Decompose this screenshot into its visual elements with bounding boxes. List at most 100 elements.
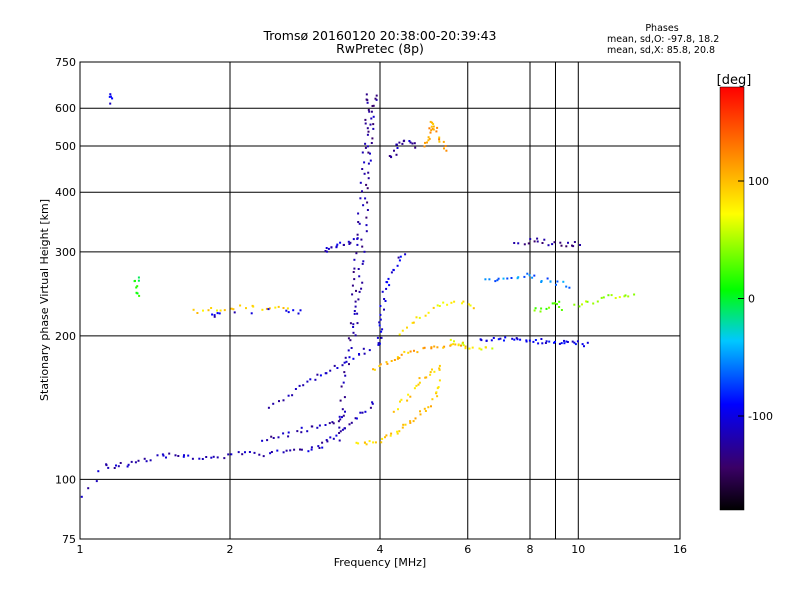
data-point — [145, 460, 148, 463]
x-tick-label: 8 — [527, 543, 534, 556]
data-point — [411, 142, 414, 145]
data-point — [149, 459, 152, 462]
data-point — [442, 140, 445, 143]
data-point — [245, 307, 247, 310]
data-point — [373, 368, 376, 371]
data-point — [572, 245, 575, 248]
data-point — [409, 141, 412, 144]
data-point — [216, 312, 219, 315]
data-point — [398, 141, 401, 144]
data-point — [390, 155, 392, 158]
data-point — [212, 455, 215, 458]
data-point — [352, 323, 355, 326]
data-point — [369, 159, 372, 162]
data-point — [430, 347, 433, 350]
data-point — [471, 346, 474, 349]
data-point — [365, 183, 368, 186]
stats-x-line: mean, sd,X: 85.8, 20.8 — [607, 45, 715, 56]
data-point — [378, 321, 381, 324]
data-point — [551, 302, 554, 305]
data-point — [392, 268, 395, 271]
data-point — [291, 394, 294, 397]
data-point — [306, 380, 309, 383]
data-point — [285, 309, 288, 312]
data-point — [267, 406, 270, 409]
data-point — [366, 133, 369, 136]
data-point — [436, 346, 439, 349]
data-point — [282, 451, 285, 454]
data-point — [426, 141, 428, 144]
data-point — [336, 367, 339, 369]
data-point — [385, 287, 388, 290]
data-point — [366, 99, 369, 102]
data-point — [289, 449, 292, 452]
data-point — [262, 455, 265, 458]
data-point — [371, 105, 374, 107]
data-point — [565, 285, 568, 288]
data-point — [438, 367, 441, 370]
data-point — [298, 384, 301, 387]
stats-block: Phases mean, sd,O: -97.8, 18.2 mean, sd,… — [607, 23, 719, 56]
data-point — [299, 448, 301, 451]
data-point — [366, 187, 369, 190]
data-point — [274, 306, 277, 309]
data-point — [349, 322, 352, 325]
data-point — [533, 240, 536, 243]
data-point — [326, 250, 328, 253]
data-point — [365, 216, 368, 219]
data-point — [432, 123, 435, 125]
data-point — [396, 432, 399, 435]
data-point — [401, 329, 404, 332]
data-point — [339, 418, 342, 421]
data-point — [325, 247, 328, 249]
data-point — [389, 434, 392, 437]
data-point — [211, 313, 214, 316]
data-point — [390, 271, 393, 274]
data-point — [438, 379, 441, 382]
data-point — [268, 307, 271, 310]
data-point — [261, 439, 264, 442]
data-point — [329, 436, 332, 439]
data-point — [406, 326, 408, 329]
data-point — [533, 274, 536, 277]
data-point — [429, 371, 432, 374]
data-point — [545, 307, 548, 310]
data-point — [287, 431, 290, 434]
data-point — [198, 457, 201, 460]
data-point — [368, 440, 371, 443]
data-point — [388, 155, 391, 157]
data-point — [134, 279, 136, 282]
data-point — [430, 129, 433, 132]
data-point — [354, 334, 357, 337]
data-point — [219, 309, 222, 312]
data-point — [345, 360, 348, 363]
data-point — [418, 316, 421, 319]
data-point — [430, 125, 433, 128]
data-point — [378, 324, 381, 327]
data-point — [331, 421, 334, 424]
data-point — [332, 437, 335, 440]
x-tick-label: 4 — [377, 543, 384, 556]
data-point — [365, 230, 368, 233]
data-point — [364, 122, 367, 125]
data-point — [278, 400, 280, 403]
data-point — [358, 275, 361, 278]
data-point — [361, 281, 364, 284]
data-point — [371, 401, 374, 404]
data-point — [361, 262, 364, 265]
data-point — [517, 242, 520, 245]
data-point — [307, 450, 310, 453]
y-tick-label: 600 — [55, 102, 76, 115]
data-point — [457, 344, 460, 347]
data-point — [461, 342, 464, 345]
data-point — [335, 246, 338, 249]
data-point — [586, 341, 589, 344]
data-point — [438, 364, 441, 367]
data-point — [411, 321, 414, 324]
data-point — [363, 161, 366, 164]
data-point — [450, 301, 453, 304]
data-point — [302, 384, 305, 387]
data-point — [356, 233, 359, 236]
data-point — [374, 97, 377, 100]
data-point — [353, 258, 356, 261]
